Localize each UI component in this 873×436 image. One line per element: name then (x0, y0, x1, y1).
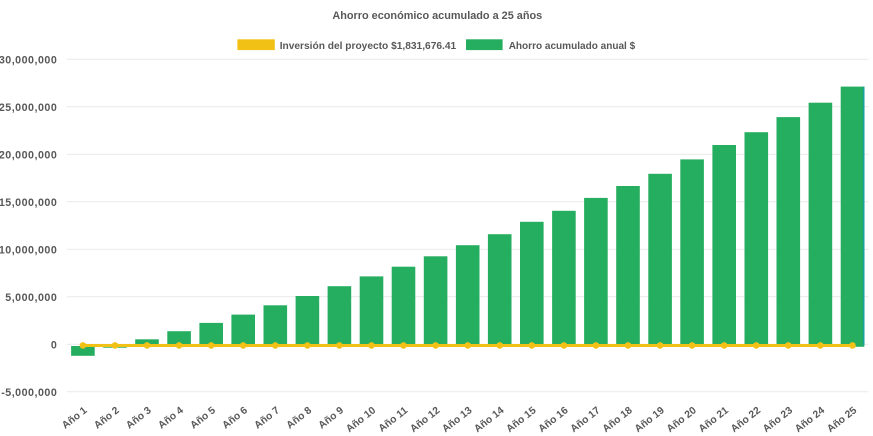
svg-text:5,000,000: 5,000,000 (5, 292, 57, 304)
svg-text:Ahorro acumulado anual $: Ahorro acumulado anual $ (509, 41, 636, 52)
svg-text:20,000,000: 20,000,000 (0, 150, 57, 162)
svg-text:Ahorro económico acumulado a 2: Ahorro económico acumulado a 25 años (332, 10, 542, 22)
svg-text:30,000,000: 30,000,000 (0, 55, 57, 67)
svg-text:10,000,000: 10,000,000 (0, 245, 57, 257)
svg-text:0: 0 (51, 340, 57, 352)
svg-text:15,000,000: 15,000,000 (0, 197, 57, 209)
svg-text:-5,000,000: -5,000,000 (1, 387, 57, 399)
svg-text:Inversión del proyecto $1,831,: Inversión del proyecto $1,831,676.41 (280, 41, 457, 52)
svg-text:25,000,000: 25,000,000 (0, 102, 57, 114)
